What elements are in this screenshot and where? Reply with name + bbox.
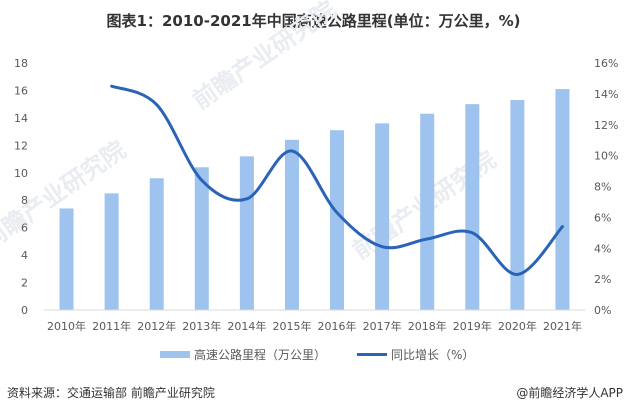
bar <box>555 89 570 310</box>
x-axis-tick: 2020年 <box>498 319 537 333</box>
left-axis-tick: 12 <box>14 139 28 152</box>
x-axis-tick: 2010年 <box>47 319 86 333</box>
x-axis-tick: 2013年 <box>182 319 221 333</box>
bar-swatch-icon <box>160 351 190 358</box>
x-axis: 2010年 2011年 2012年 2013年 2014年 2015年 2016年 2017年… <box>47 319 582 333</box>
line-swatch-icon <box>357 353 387 356</box>
left-axis-tick: 18 <box>14 57 28 70</box>
right-axis-tick: 2% <box>594 273 611 286</box>
bar <box>375 123 390 310</box>
bar <box>284 139 299 310</box>
left-y-axis: 0 2 4 6 8 10 12 14 16 18 <box>14 57 28 317</box>
source-note: 资料来源：交通运输部 前瞻产业研究院 <box>7 386 215 400</box>
left-axis-tick: 10 <box>14 167 28 180</box>
left-axis-tick: 8 <box>21 194 28 207</box>
left-axis-tick: 6 <box>21 222 28 235</box>
right-axis-tick: 8% <box>594 181 611 194</box>
right-axis-tick: 10% <box>594 150 618 163</box>
bar <box>239 156 254 310</box>
x-axis-tick: 2019年 <box>453 319 492 333</box>
legend-label-mileage: 高速公路里程（万公里） <box>194 348 327 362</box>
bar <box>510 100 525 310</box>
right-axis-tick: 4% <box>594 242 611 255</box>
left-axis-tick: 14 <box>14 112 28 125</box>
legend-item-mileage: 高速公路里程（万公里） <box>160 346 326 363</box>
legend: 高速公路里程（万公里） 同比增长（%） <box>0 346 627 364</box>
bar <box>104 193 119 310</box>
right-y-axis: 0% 2% 4% 6% 8% 10% 12% 14% 16% <box>594 57 618 317</box>
bar <box>194 167 209 310</box>
x-axis-tick: 2017年 <box>363 319 402 333</box>
chart-title: 图表1：2010-2021年中国高速公路里程(单位：万公里，%) <box>106 12 521 30</box>
x-axis-tick: 2014年 <box>227 319 266 333</box>
x-axis-tick: 2018年 <box>408 319 447 333</box>
x-axis-tick: 2021年 <box>543 319 582 333</box>
line-series-growth <box>110 84 564 276</box>
x-axis-tick: 2011年 <box>92 319 131 333</box>
right-axis-tick: 6% <box>594 211 611 224</box>
bar <box>59 208 74 310</box>
legend-item-growth: 同比增长（%） <box>357 346 474 363</box>
right-axis-tick: 0% <box>594 304 611 317</box>
bar-series-mileage <box>59 89 570 311</box>
credit-note: @前瞻经济学人APP <box>516 386 623 400</box>
legend-label-growth: 同比增长（%） <box>391 348 475 362</box>
left-axis-tick: 16 <box>14 84 28 97</box>
bar <box>465 104 480 311</box>
right-axis-tick: 14% <box>594 88 618 101</box>
x-axis-tick: 2016年 <box>318 319 357 333</box>
bar <box>330 130 345 310</box>
x-axis-tick: 2015年 <box>272 319 311 333</box>
left-axis-tick: 2 <box>21 277 28 290</box>
bar <box>420 113 435 311</box>
right-axis-tick: 16% <box>594 57 618 70</box>
left-axis-tick: 0 <box>21 304 28 317</box>
x-axis-tick: 2012年 <box>137 319 176 333</box>
watermark-text: 前瞻产业研究院 <box>187 0 341 115</box>
left-axis-tick: 4 <box>21 249 28 262</box>
right-axis-tick: 12% <box>594 119 618 132</box>
bar <box>149 178 164 310</box>
